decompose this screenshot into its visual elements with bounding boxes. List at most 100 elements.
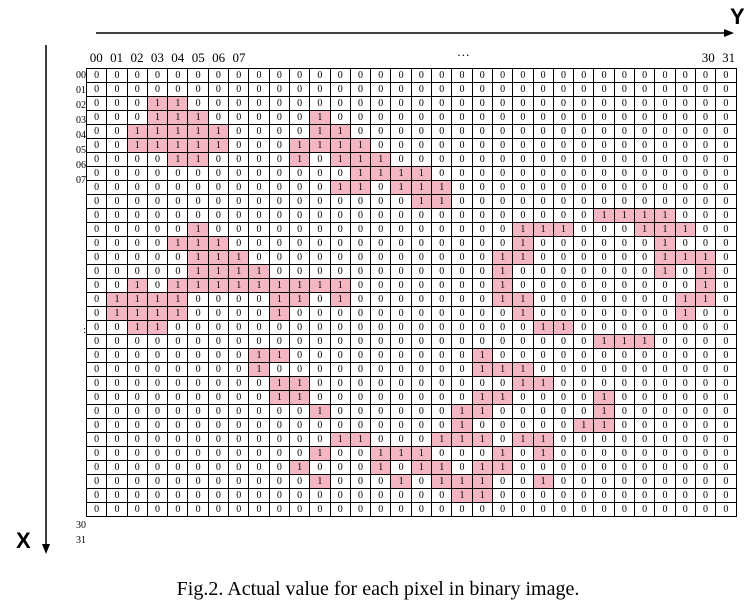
pixel-cell: 0 xyxy=(512,180,534,195)
pixel-cell: 1 xyxy=(512,306,534,321)
pixel-cell: 0 xyxy=(85,68,108,83)
pixel-cell: 0 xyxy=(126,194,148,209)
pixel-cell: 0 xyxy=(268,180,290,195)
pixel-cell: 0 xyxy=(431,278,453,293)
pixel-cell: 0 xyxy=(228,488,250,503)
pixel-cell: 0 xyxy=(187,390,209,405)
pixel-cell: 0 xyxy=(410,138,433,153)
pixel-cell: 1 xyxy=(654,250,676,265)
pixel-cell: 0 xyxy=(390,418,412,433)
pixel-cell: 0 xyxy=(573,488,595,503)
pixel-cell: 0 xyxy=(106,250,128,265)
pixel-cell: 0 xyxy=(491,306,514,321)
pixel-cell: 0 xyxy=(674,474,696,489)
pixel-cell: 0 xyxy=(329,474,351,489)
pixel-cell: 0 xyxy=(654,306,676,321)
pixel-cell: 0 xyxy=(410,124,433,139)
pixel-cell: 0 xyxy=(248,306,270,321)
pixel-cell: 0 xyxy=(248,138,270,153)
pixel-cell: 0 xyxy=(552,404,575,419)
pixel-cell: 0 xyxy=(146,502,169,517)
pixel-cell: 0 xyxy=(207,446,230,461)
pixel-cell: 0 xyxy=(207,82,230,97)
pixel-cell: 0 xyxy=(85,278,108,293)
pixel-cell: 0 xyxy=(288,320,311,335)
pixel-cell: 0 xyxy=(431,390,453,405)
pixel-cell: 1 xyxy=(491,362,514,377)
pixel-cell: 0 xyxy=(634,236,656,251)
pixel-cell: 0 xyxy=(552,96,575,111)
pixel-cell: 0 xyxy=(207,362,230,377)
pixel-cell: 0 xyxy=(491,376,514,391)
pixel-cell: 0 xyxy=(85,306,108,321)
x-axis-label: X xyxy=(16,528,31,553)
pixel-cell: 0 xyxy=(694,82,717,97)
pixel-cell: 0 xyxy=(674,418,696,433)
pixel-cell: 0 xyxy=(573,320,595,335)
pixel-cell: 0 xyxy=(593,250,615,265)
pixel-cell: 0 xyxy=(106,180,128,195)
pixel-cell: 0 xyxy=(288,194,311,209)
pixel-cell: 0 xyxy=(552,474,575,489)
pixel-cell: 0 xyxy=(85,348,108,363)
pixel-cell: 0 xyxy=(349,460,372,475)
pixel-cell: 1 xyxy=(532,474,554,489)
pixel-cell: 0 xyxy=(167,460,189,475)
pixel-cell: 0 xyxy=(390,320,412,335)
pixel-cell: 0 xyxy=(431,306,453,321)
pixel-cell: 0 xyxy=(634,180,656,195)
pixel-cell: 0 xyxy=(634,446,656,461)
pixel-cell: 0 xyxy=(674,362,696,377)
pixel-cell: 0 xyxy=(288,180,311,195)
pixel-cell: 0 xyxy=(431,124,453,139)
pixel-cell: 0 xyxy=(613,96,636,111)
pixel-cell: 0 xyxy=(431,348,453,363)
pixel-cell: 0 xyxy=(329,306,351,321)
pixel-cell: 0 xyxy=(228,138,250,153)
pixel-cell: 0 xyxy=(694,124,717,139)
pixel-cell: 1 xyxy=(532,376,554,391)
pixel-cell: 0 xyxy=(228,474,250,489)
pixel-cell: 0 xyxy=(634,418,656,433)
pixel-cell: 1 xyxy=(288,152,311,167)
pixel-cell: 0 xyxy=(126,446,148,461)
pixel-cell: 0 xyxy=(451,166,473,181)
pixel-cell: 0 xyxy=(167,68,189,83)
pixel-cell: 0 xyxy=(349,446,372,461)
pixel-cell: 0 xyxy=(431,222,453,237)
pixel-cell: 0 xyxy=(451,334,473,349)
pixel-cell: 0 xyxy=(431,68,453,83)
pixel-cell: 0 xyxy=(329,348,351,363)
pixel-cell: 1 xyxy=(288,278,311,293)
pixel-cell: 0 xyxy=(370,208,392,223)
pixel-cell: 0 xyxy=(634,432,656,447)
pixel-cell: 0 xyxy=(654,460,676,475)
pixel-cell: 0 xyxy=(228,180,250,195)
pixel-cell: 1 xyxy=(309,278,331,293)
y-axis-arrowhead xyxy=(724,29,734,37)
pixel-cell: 0 xyxy=(715,264,737,279)
pixel-cell: 0 xyxy=(309,334,331,349)
pixel-cell: 0 xyxy=(512,418,534,433)
pixel-cell: 0 xyxy=(552,166,575,181)
pixel-cell: 0 xyxy=(85,138,108,153)
pixel-cell: 0 xyxy=(329,250,351,265)
pixel-cell: 0 xyxy=(106,194,128,209)
pixel-cell: 0 xyxy=(349,292,372,307)
pixel-cell: 0 xyxy=(370,502,392,517)
pixel-cell: 1 xyxy=(431,474,453,489)
pixel-cell: 0 xyxy=(187,348,209,363)
pixel-cell: 0 xyxy=(552,306,575,321)
pixel-cell: 0 xyxy=(228,320,250,335)
pixel-cell: 1 xyxy=(573,418,595,433)
pixel-cell: 0 xyxy=(593,68,615,83)
pixel-cell: 0 xyxy=(309,362,331,377)
pixel-cell: 0 xyxy=(451,180,473,195)
pixel-cell: 0 xyxy=(207,334,230,349)
pixel-cell: 0 xyxy=(573,110,595,125)
pixel-cell: 0 xyxy=(431,152,453,167)
pixel-cell: 0 xyxy=(512,278,534,293)
